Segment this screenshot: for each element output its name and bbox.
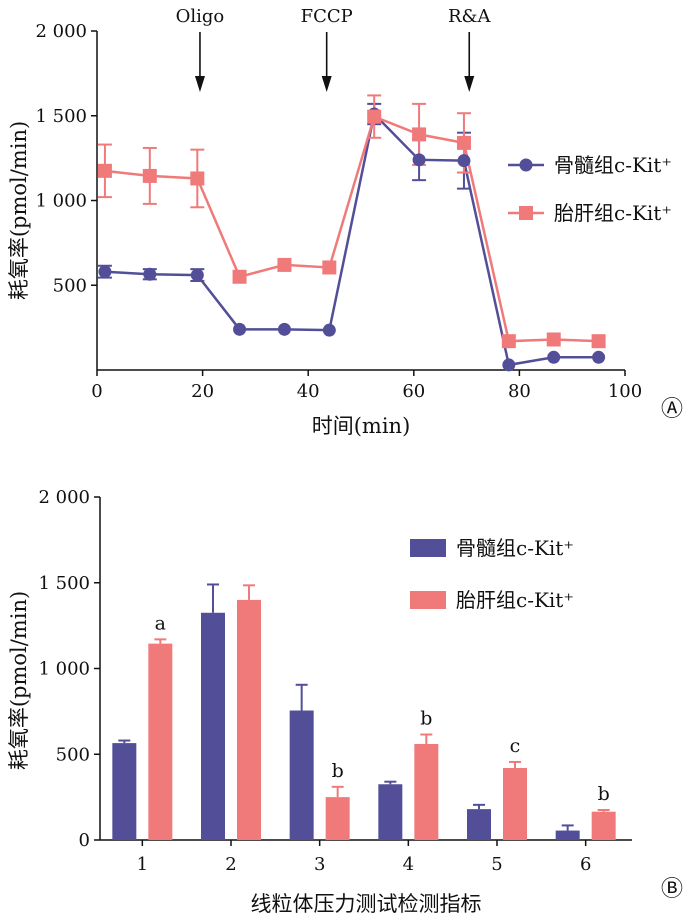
x-tick-label: 100 — [608, 381, 642, 402]
injection-arrow-head — [194, 76, 205, 92]
data-point — [232, 269, 247, 284]
x-tick-label: 80 — [508, 381, 531, 402]
x-axis-title: 时间(min) — [312, 414, 411, 438]
panel-label-b: Ⓑ — [661, 877, 683, 902]
data-point — [322, 323, 336, 337]
injection-arrow-head — [464, 76, 475, 92]
y-tick-label: 2 000 — [38, 487, 90, 508]
data-point — [233, 322, 247, 336]
significance-annotation: b — [598, 783, 610, 805]
data-point — [97, 163, 112, 178]
data-point — [277, 322, 291, 336]
data-point — [412, 153, 426, 167]
data-point — [457, 154, 471, 168]
legend-label: 骨髓组c-Kit⁺ — [554, 153, 672, 177]
data-point — [367, 109, 382, 124]
significance-annotation: b — [332, 760, 344, 782]
y-axis-title: 耗氧率(pmol/min) — [7, 121, 31, 300]
data-point — [143, 267, 157, 281]
bar — [201, 612, 225, 840]
x-axis-title: 线粒体压力测试检测指标 — [251, 892, 482, 916]
injection-label: R&A — [448, 6, 492, 27]
data-point — [322, 260, 337, 275]
legend-swatch — [410, 591, 446, 609]
legend-swatch — [410, 539, 446, 557]
bar — [378, 784, 403, 840]
y-tick-label: 2 000 — [35, 21, 87, 42]
y-tick-label: 500 — [56, 744, 90, 765]
bar — [414, 743, 439, 840]
injection-arrow-head — [321, 76, 332, 92]
y-tick-label: 1 000 — [38, 659, 90, 680]
bar — [503, 767, 527, 840]
x-tick-label: 5 — [491, 854, 502, 875]
series-line-1 — [104, 111, 599, 367]
legend-marker — [519, 158, 533, 172]
x-tick-label: 0 — [91, 381, 102, 402]
data-point — [98, 265, 112, 279]
data-point — [456, 135, 471, 150]
data-point — [190, 268, 204, 282]
data-point — [142, 168, 157, 183]
legend-label: 胎肝组c-Kit⁺ — [456, 588, 574, 612]
x-tick-label: 2 — [225, 854, 236, 875]
y-tick-label: 500 — [53, 275, 87, 296]
data-point — [412, 127, 427, 142]
bar — [237, 599, 261, 840]
x-tick-label: 40 — [297, 381, 320, 402]
significance-annotation: b — [420, 708, 432, 730]
injection-label: Oligo — [176, 6, 225, 27]
bar — [591, 811, 616, 840]
x-tick-label: 1 — [137, 854, 148, 875]
legend-label: 胎肝组c-Kit⁺ — [554, 201, 672, 225]
panel-b-bar-chart: 0 500 1 000 1 500 2 000 1 a 2 3 b 4 b 5 c 6 b 线粒体压力测试检测指… — [7, 487, 683, 916]
x-tick-label: 6 — [580, 854, 591, 875]
significance-annotation: c — [510, 735, 521, 757]
data-point — [277, 257, 292, 272]
x-tick-label: 20 — [191, 381, 214, 402]
x-tick-label: 3 — [314, 854, 325, 875]
y-axis-title: 耗氧率(pmol/min) — [7, 591, 31, 770]
data-point — [547, 350, 561, 364]
x-tick-label: 60 — [402, 381, 425, 402]
y-tick-label: 1 500 — [35, 106, 87, 127]
legend-label: 骨髓组c-Kit⁺ — [456, 536, 574, 560]
bar — [148, 643, 173, 840]
data-point — [591, 334, 606, 349]
bar — [325, 797, 350, 840]
data-point — [592, 350, 606, 364]
legend-marker — [519, 206, 533, 220]
data-point — [501, 334, 516, 349]
x-tick-label: 4 — [403, 854, 414, 875]
data-point — [502, 358, 516, 372]
panel-label-a: Ⓐ — [661, 397, 683, 422]
series-line-2 — [104, 114, 599, 343]
bar — [289, 710, 314, 840]
bar — [467, 809, 491, 840]
injection-label: FCCP — [301, 6, 353, 27]
bar — [112, 743, 137, 840]
significance-annotation: a — [155, 612, 166, 634]
y-tick-label: 0 — [79, 830, 90, 851]
data-point — [190, 171, 205, 186]
panel-a-line-chart: 500 1 000 1 500 2 000 0 20 40 60 80 100 时间(min) 耗氧率… — [7, 6, 683, 438]
y-tick-label: 1 000 — [35, 191, 87, 212]
data-point — [546, 332, 561, 347]
y-tick-label: 1 500 — [38, 573, 90, 594]
bar — [555, 830, 580, 840]
